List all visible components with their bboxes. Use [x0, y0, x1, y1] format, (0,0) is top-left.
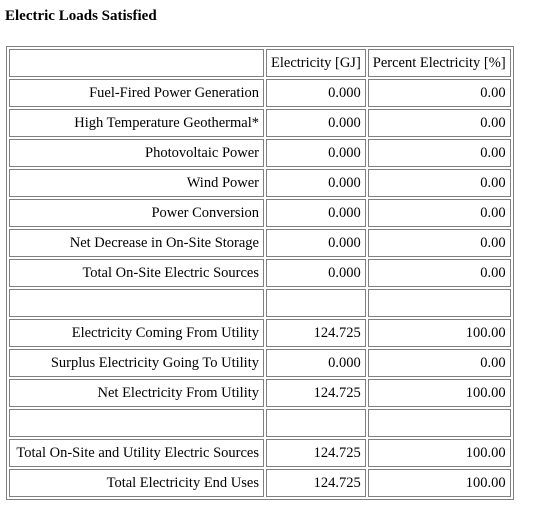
- row-label: Total On-Site Electric Sources: [9, 259, 264, 287]
- row-label: [9, 409, 264, 437]
- table-row: Power Conversion 0.000 0.00: [9, 199, 511, 227]
- table-row: Total On-Site Electric Sources 0.000 0.0…: [9, 259, 511, 287]
- table-row: Wind Power 0.000 0.00: [9, 169, 511, 197]
- table-row: Total On-Site and Utility Electric Sourc…: [9, 439, 511, 467]
- table-row-spacer: [9, 289, 511, 317]
- row-label: Net Decrease in On-Site Storage: [9, 229, 264, 257]
- row-label: Wind Power: [9, 169, 264, 197]
- page-title: Electric Loads Satisfied: [5, 8, 157, 24]
- electricity-value: 0.000: [266, 259, 366, 287]
- electricity-value: 0.000: [266, 109, 366, 137]
- electricity-value: 124.725: [266, 379, 366, 407]
- row-label: Total On-Site and Utility Electric Sourc…: [9, 439, 264, 467]
- table-row-spacer: [9, 409, 511, 437]
- percent-value: [367, 409, 511, 437]
- electricity-value: 0.000: [266, 79, 366, 107]
- row-label: Net Electricity From Utility: [9, 379, 264, 407]
- percent-value: 100.00: [367, 319, 511, 347]
- row-label: Surplus Electricity Going To Utility: [9, 349, 264, 377]
- row-label: Fuel-Fired Power Generation: [9, 79, 264, 107]
- percent-value: 0.00: [367, 349, 511, 377]
- table-row: High Temperature Geothermal* 0.000 0.00: [9, 109, 511, 137]
- electricity-value: 0.000: [266, 139, 366, 167]
- electricity-value: 0.000: [266, 199, 366, 227]
- percent-value: 0.00: [367, 139, 511, 167]
- table-row: Photovoltaic Power 0.000 0.00: [9, 139, 511, 167]
- percent-value: 0.00: [367, 259, 511, 287]
- electricity-value: [266, 289, 366, 317]
- percent-value: [367, 289, 511, 317]
- table-row: Electricity Coming From Utility 124.725 …: [9, 319, 511, 347]
- table-header-row: Electricity [GJ] Percent Electricity [%]: [9, 49, 511, 77]
- row-label: Total Electricity End Uses: [9, 469, 264, 497]
- table-row: Fuel-Fired Power Generation 0.000 0.00: [9, 79, 511, 107]
- header-electricity: Electricity [GJ]: [266, 49, 366, 77]
- percent-value: 0.00: [367, 79, 511, 107]
- electricity-value: 124.725: [266, 319, 366, 347]
- row-label: Power Conversion: [9, 199, 264, 227]
- table-row: Net Decrease in On-Site Storage 0.000 0.…: [9, 229, 511, 257]
- row-label: Photovoltaic Power: [9, 139, 264, 167]
- table-row: Net Electricity From Utility 124.725 100…: [9, 379, 511, 407]
- percent-value: 100.00: [367, 379, 511, 407]
- electricity-value: 0.000: [266, 169, 366, 197]
- electricity-value: 124.725: [266, 469, 366, 497]
- table-row: Surplus Electricity Going To Utility 0.0…: [9, 349, 511, 377]
- percent-value: 100.00: [367, 469, 511, 497]
- row-label: Electricity Coming From Utility: [9, 319, 264, 347]
- percent-value: 0.00: [367, 169, 511, 197]
- electricity-value: [266, 409, 366, 437]
- percent-value: 0.00: [367, 199, 511, 227]
- electric-loads-table: Electricity [GJ] Percent Electricity [%]…: [6, 46, 514, 500]
- electricity-value: 124.725: [266, 439, 366, 467]
- header-percent: Percent Electricity [%]: [367, 49, 511, 77]
- row-label: [9, 289, 264, 317]
- electricity-value: 0.000: [266, 229, 366, 257]
- electricity-value: 0.000: [266, 349, 366, 377]
- percent-value: 100.00: [367, 439, 511, 467]
- table-row: Total Electricity End Uses 124.725 100.0…: [9, 469, 511, 497]
- row-label: High Temperature Geothermal*: [9, 109, 264, 137]
- percent-value: 0.00: [367, 229, 511, 257]
- header-corner-cell: [9, 49, 264, 77]
- percent-value: 0.00: [367, 109, 511, 137]
